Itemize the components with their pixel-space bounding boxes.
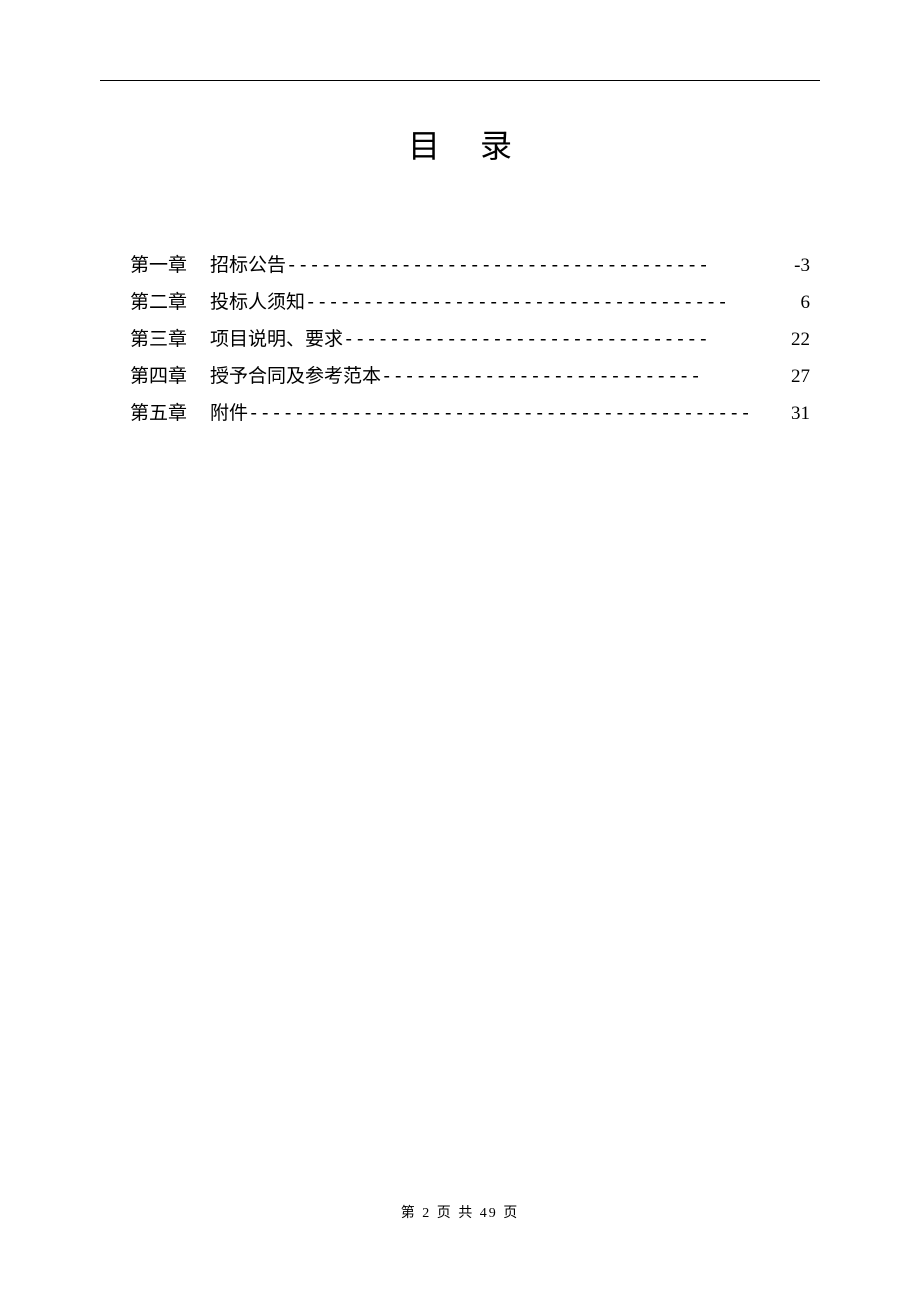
chapter-label: 第三章 xyxy=(130,322,210,358)
toc-page-number: 27 xyxy=(791,359,810,395)
page-footer: 第 2 页 共 49 页 xyxy=(0,1202,920,1222)
chapter-label: 第五章 xyxy=(130,396,210,432)
chapter-title: 项目说明、要求 xyxy=(210,322,343,358)
chapter-title: 招标公告 xyxy=(210,248,286,284)
toc-entry: 第三章 项目说明、要求 ----------------------------… xyxy=(130,321,810,358)
toc-entry: 第四章 授予合同及参考范本 --------------------------… xyxy=(130,358,810,395)
toc-page-number: 22 xyxy=(791,322,810,358)
toc-leader: ---------------------------- xyxy=(381,358,791,394)
toc-page-number: 6 xyxy=(801,285,811,321)
toc-page-number: -3 xyxy=(794,248,810,284)
page-container: 目录 第一章 招标公告 ----------------------------… xyxy=(0,0,920,1302)
page-title: 目录 xyxy=(100,121,820,167)
toc-leader: ------------------------------------- xyxy=(305,284,800,320)
toc-leader: ----------------------------------------… xyxy=(248,395,791,431)
toc-entry: 第五章 附件 ---------------------------------… xyxy=(130,395,810,432)
toc-page-number: 31 xyxy=(791,396,810,432)
toc-entry: 第二章 投标人须知 ------------------------------… xyxy=(130,284,810,321)
toc-leader: -------------------------------- xyxy=(343,321,791,357)
header-rule xyxy=(100,80,820,81)
toc-leader: ------------------------------------- xyxy=(286,247,794,283)
chapter-label: 第一章 xyxy=(130,248,210,284)
chapter-label: 第二章 xyxy=(130,285,210,321)
chapter-label: 第四章 xyxy=(130,359,210,395)
toc-container: 第一章 招标公告 -------------------------------… xyxy=(100,247,820,432)
chapter-title: 附件 xyxy=(210,396,248,432)
chapter-title: 授予合同及参考范本 xyxy=(210,359,381,395)
toc-entry: 第一章 招标公告 -------------------------------… xyxy=(130,247,810,284)
chapter-title: 投标人须知 xyxy=(210,285,305,321)
